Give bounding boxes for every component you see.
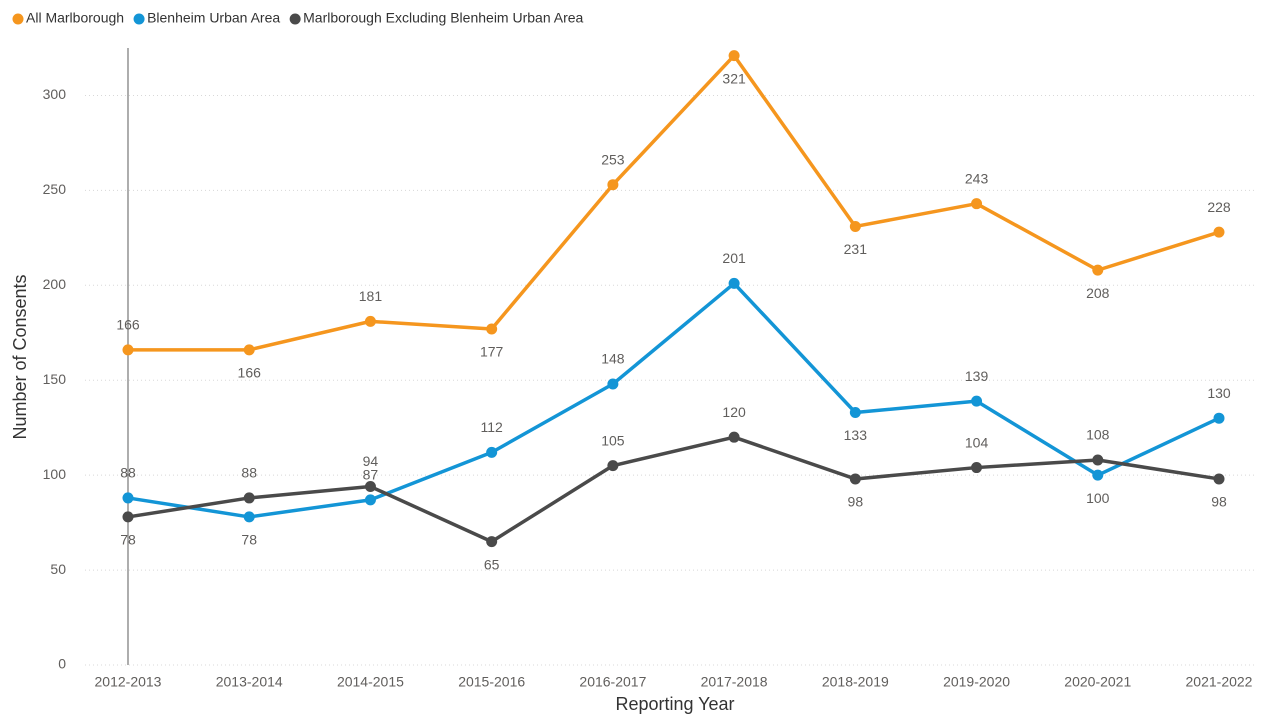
data-point [243, 511, 255, 523]
series-line [128, 53, 1220, 352]
data-point [486, 536, 498, 548]
data-point [364, 494, 376, 506]
x-tick-label: 2013-2014 [216, 674, 283, 690]
data-label: 166 [238, 365, 262, 381]
data-label: 65 [484, 556, 500, 572]
data-label: 177 [480, 344, 504, 360]
data-point [849, 220, 861, 232]
legend-label: Blenheim Urban Area [147, 10, 280, 26]
data-point [1092, 454, 1104, 466]
data-point [971, 395, 983, 407]
data-label: 94 [363, 453, 379, 469]
series-line [127, 281, 1220, 519]
x-tick-label: 2014-2015 [337, 674, 404, 690]
data-label: 100 [1086, 490, 1110, 506]
y-tick-label: 300 [43, 86, 67, 102]
data-label: 108 [1086, 427, 1110, 443]
data-point [1213, 226, 1225, 238]
x-tick-label: 2018-2019 [822, 674, 889, 690]
data-label: 104 [965, 434, 989, 450]
data-point [971, 462, 983, 474]
legend-marker [133, 13, 145, 25]
data-label: 98 [1211, 494, 1227, 510]
y-tick-label: 0 [58, 656, 66, 672]
data-point [486, 446, 498, 458]
data-label: 321 [722, 70, 746, 86]
data-point [364, 315, 376, 327]
data-point [1092, 264, 1104, 276]
legend-marker [12, 13, 24, 25]
data-label: 98 [848, 494, 864, 510]
y-axis-title: Number of Consents [10, 274, 30, 439]
data-label: 166 [116, 317, 140, 333]
data-label: 120 [722, 404, 746, 420]
y-tick-label: 100 [43, 466, 67, 482]
data-point [971, 198, 983, 210]
data-point [122, 492, 134, 504]
x-tick-label: 2020-2021 [1064, 674, 1131, 690]
data-label: 133 [844, 427, 868, 443]
legend-label: Marlborough Excluding Blenheim Urban Are… [303, 10, 583, 26]
data-point [1213, 473, 1225, 485]
data-label: 139 [965, 368, 989, 384]
data-point [486, 323, 498, 335]
x-tick-label: 2019-2020 [943, 674, 1010, 690]
data-point [1213, 412, 1225, 424]
data-label: 105 [601, 432, 625, 448]
data-label: 231 [844, 241, 868, 257]
data-label: 88 [241, 465, 257, 481]
y-tick-label: 200 [43, 276, 67, 292]
data-point [607, 460, 619, 472]
x-tick-label: 2016-2017 [579, 674, 646, 690]
data-point [728, 50, 740, 62]
data-label: 253 [601, 151, 625, 167]
data-point [364, 481, 376, 493]
x-tick-label: 2017-2018 [701, 674, 768, 690]
data-point [607, 179, 619, 191]
data-label: 228 [1207, 199, 1231, 215]
x-tick-label: 2012-2013 [95, 674, 162, 690]
data-label: 78 [241, 532, 257, 548]
data-point [122, 344, 134, 356]
data-label: 130 [1207, 385, 1231, 401]
data-label: 243 [965, 170, 989, 186]
legend-marker [289, 13, 301, 25]
data-point [1092, 469, 1104, 481]
data-label: 87 [363, 467, 379, 483]
y-tick-label: 250 [43, 181, 67, 197]
data-point [122, 511, 134, 523]
data-point [243, 492, 255, 504]
data-label: 201 [722, 250, 746, 266]
data-label: 148 [601, 351, 625, 367]
data-label: 181 [359, 288, 383, 304]
legend-label: All Marlborough [26, 10, 124, 26]
data-point [728, 277, 740, 289]
y-tick-label: 50 [50, 561, 66, 577]
data-point [728, 431, 740, 443]
x-tick-label: 2021-2022 [1186, 674, 1253, 690]
data-point [849, 407, 861, 419]
data-point [849, 473, 861, 485]
data-point [607, 378, 619, 390]
x-tick-label: 2015-2016 [458, 674, 525, 690]
data-label: 78 [120, 532, 136, 548]
data-label: 112 [481, 419, 504, 435]
y-tick-label: 150 [43, 371, 67, 387]
series-line [127, 435, 1220, 544]
x-axis-title: Reporting Year [615, 694, 734, 714]
data-point [243, 344, 255, 356]
data-label: 88 [120, 465, 136, 481]
data-label: 208 [1086, 285, 1110, 301]
